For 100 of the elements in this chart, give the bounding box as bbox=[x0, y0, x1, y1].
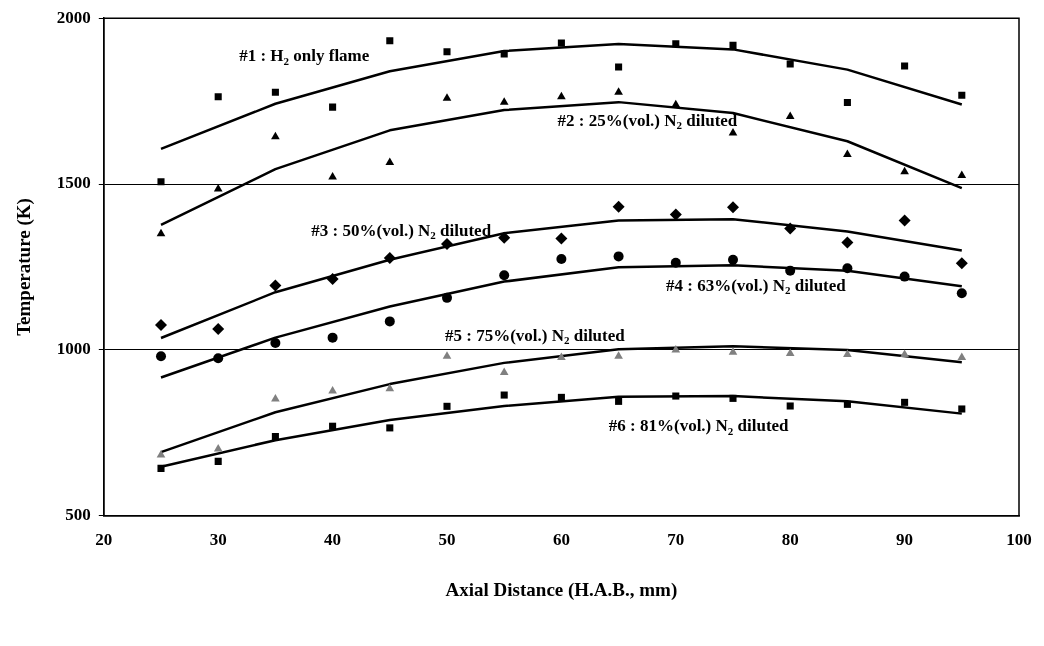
point bbox=[386, 37, 394, 45]
x-tick-label: 50 bbox=[438, 530, 456, 550]
point bbox=[555, 232, 568, 245]
point bbox=[327, 332, 338, 343]
point bbox=[329, 103, 337, 111]
x-tick-label: 30 bbox=[209, 530, 227, 550]
point bbox=[383, 252, 396, 265]
point bbox=[499, 97, 509, 105]
point bbox=[786, 60, 794, 68]
point bbox=[156, 450, 166, 458]
point bbox=[728, 254, 738, 265]
point bbox=[271, 394, 280, 402]
point bbox=[671, 99, 681, 108]
point bbox=[841, 236, 854, 249]
point bbox=[157, 464, 165, 472]
point bbox=[728, 347, 738, 355]
point bbox=[442, 292, 452, 303]
x-tick-label: 20 bbox=[95, 530, 113, 550]
point bbox=[270, 337, 281, 348]
point bbox=[785, 348, 795, 357]
point bbox=[384, 316, 395, 327]
point bbox=[614, 87, 623, 95]
point bbox=[900, 349, 909, 358]
point bbox=[442, 93, 452, 101]
point bbox=[328, 172, 337, 180]
point bbox=[441, 238, 453, 251]
point bbox=[156, 351, 166, 362]
point bbox=[784, 222, 797, 235]
x-tick-label: 100 bbox=[1006, 530, 1032, 550]
point bbox=[843, 98, 851, 106]
point bbox=[499, 270, 510, 281]
point bbox=[843, 400, 851, 408]
point bbox=[956, 288, 967, 299]
point bbox=[729, 41, 737, 49]
point bbox=[271, 432, 279, 441]
y-tick-label: 2000 bbox=[56, 7, 91, 27]
point bbox=[213, 184, 223, 192]
point bbox=[958, 405, 966, 413]
point bbox=[498, 231, 511, 244]
point bbox=[500, 50, 508, 58]
point bbox=[328, 386, 337, 394]
point bbox=[271, 131, 280, 140]
point bbox=[786, 402, 794, 410]
point bbox=[557, 352, 566, 361]
point bbox=[785, 265, 796, 276]
point bbox=[957, 352, 967, 361]
point bbox=[900, 166, 909, 175]
point bbox=[615, 397, 623, 405]
point bbox=[613, 251, 624, 262]
x-tick-label: 80 bbox=[781, 530, 799, 550]
point bbox=[612, 200, 625, 213]
point bbox=[843, 149, 852, 158]
y-tick-label: 1000 bbox=[56, 339, 91, 359]
point bbox=[557, 91, 566, 100]
point bbox=[670, 257, 681, 268]
point bbox=[955, 257, 968, 270]
x-axis-title: Axial Distance (H.A.B., mm) bbox=[445, 578, 678, 601]
point bbox=[898, 214, 911, 227]
point bbox=[899, 271, 910, 282]
point bbox=[957, 170, 967, 178]
point bbox=[385, 383, 395, 392]
point bbox=[556, 254, 567, 265]
point bbox=[214, 93, 222, 101]
point bbox=[901, 398, 909, 406]
point bbox=[671, 344, 681, 353]
x-tick-label: 40 bbox=[324, 530, 342, 550]
point bbox=[443, 402, 451, 410]
point bbox=[386, 424, 394, 432]
point bbox=[557, 393, 565, 401]
point bbox=[785, 111, 795, 119]
point bbox=[615, 63, 623, 71]
point bbox=[212, 323, 225, 336]
point bbox=[213, 353, 224, 364]
x-tick-label: 60 bbox=[552, 530, 570, 550]
point bbox=[442, 351, 452, 359]
y-axis-title: Temperature (K) bbox=[13, 198, 36, 336]
point bbox=[269, 279, 282, 292]
y-tick-label: 500 bbox=[65, 505, 91, 525]
point bbox=[672, 40, 680, 48]
point bbox=[214, 457, 222, 465]
x-tick-label: 70 bbox=[667, 530, 685, 550]
point bbox=[326, 272, 339, 285]
point bbox=[157, 178, 165, 186]
point bbox=[500, 391, 508, 399]
point bbox=[156, 228, 166, 237]
point bbox=[271, 88, 279, 96]
point bbox=[385, 157, 395, 165]
point bbox=[843, 349, 852, 358]
point bbox=[901, 62, 909, 70]
point bbox=[727, 201, 739, 214]
point bbox=[155, 319, 167, 332]
point bbox=[729, 394, 737, 402]
y-tick-label: 1500 bbox=[56, 173, 91, 193]
x-tick-label: 90 bbox=[896, 530, 914, 550]
point bbox=[499, 367, 509, 375]
point bbox=[329, 422, 337, 430]
point bbox=[557, 39, 565, 47]
point bbox=[614, 351, 623, 359]
point bbox=[958, 91, 966, 99]
point bbox=[672, 392, 680, 400]
